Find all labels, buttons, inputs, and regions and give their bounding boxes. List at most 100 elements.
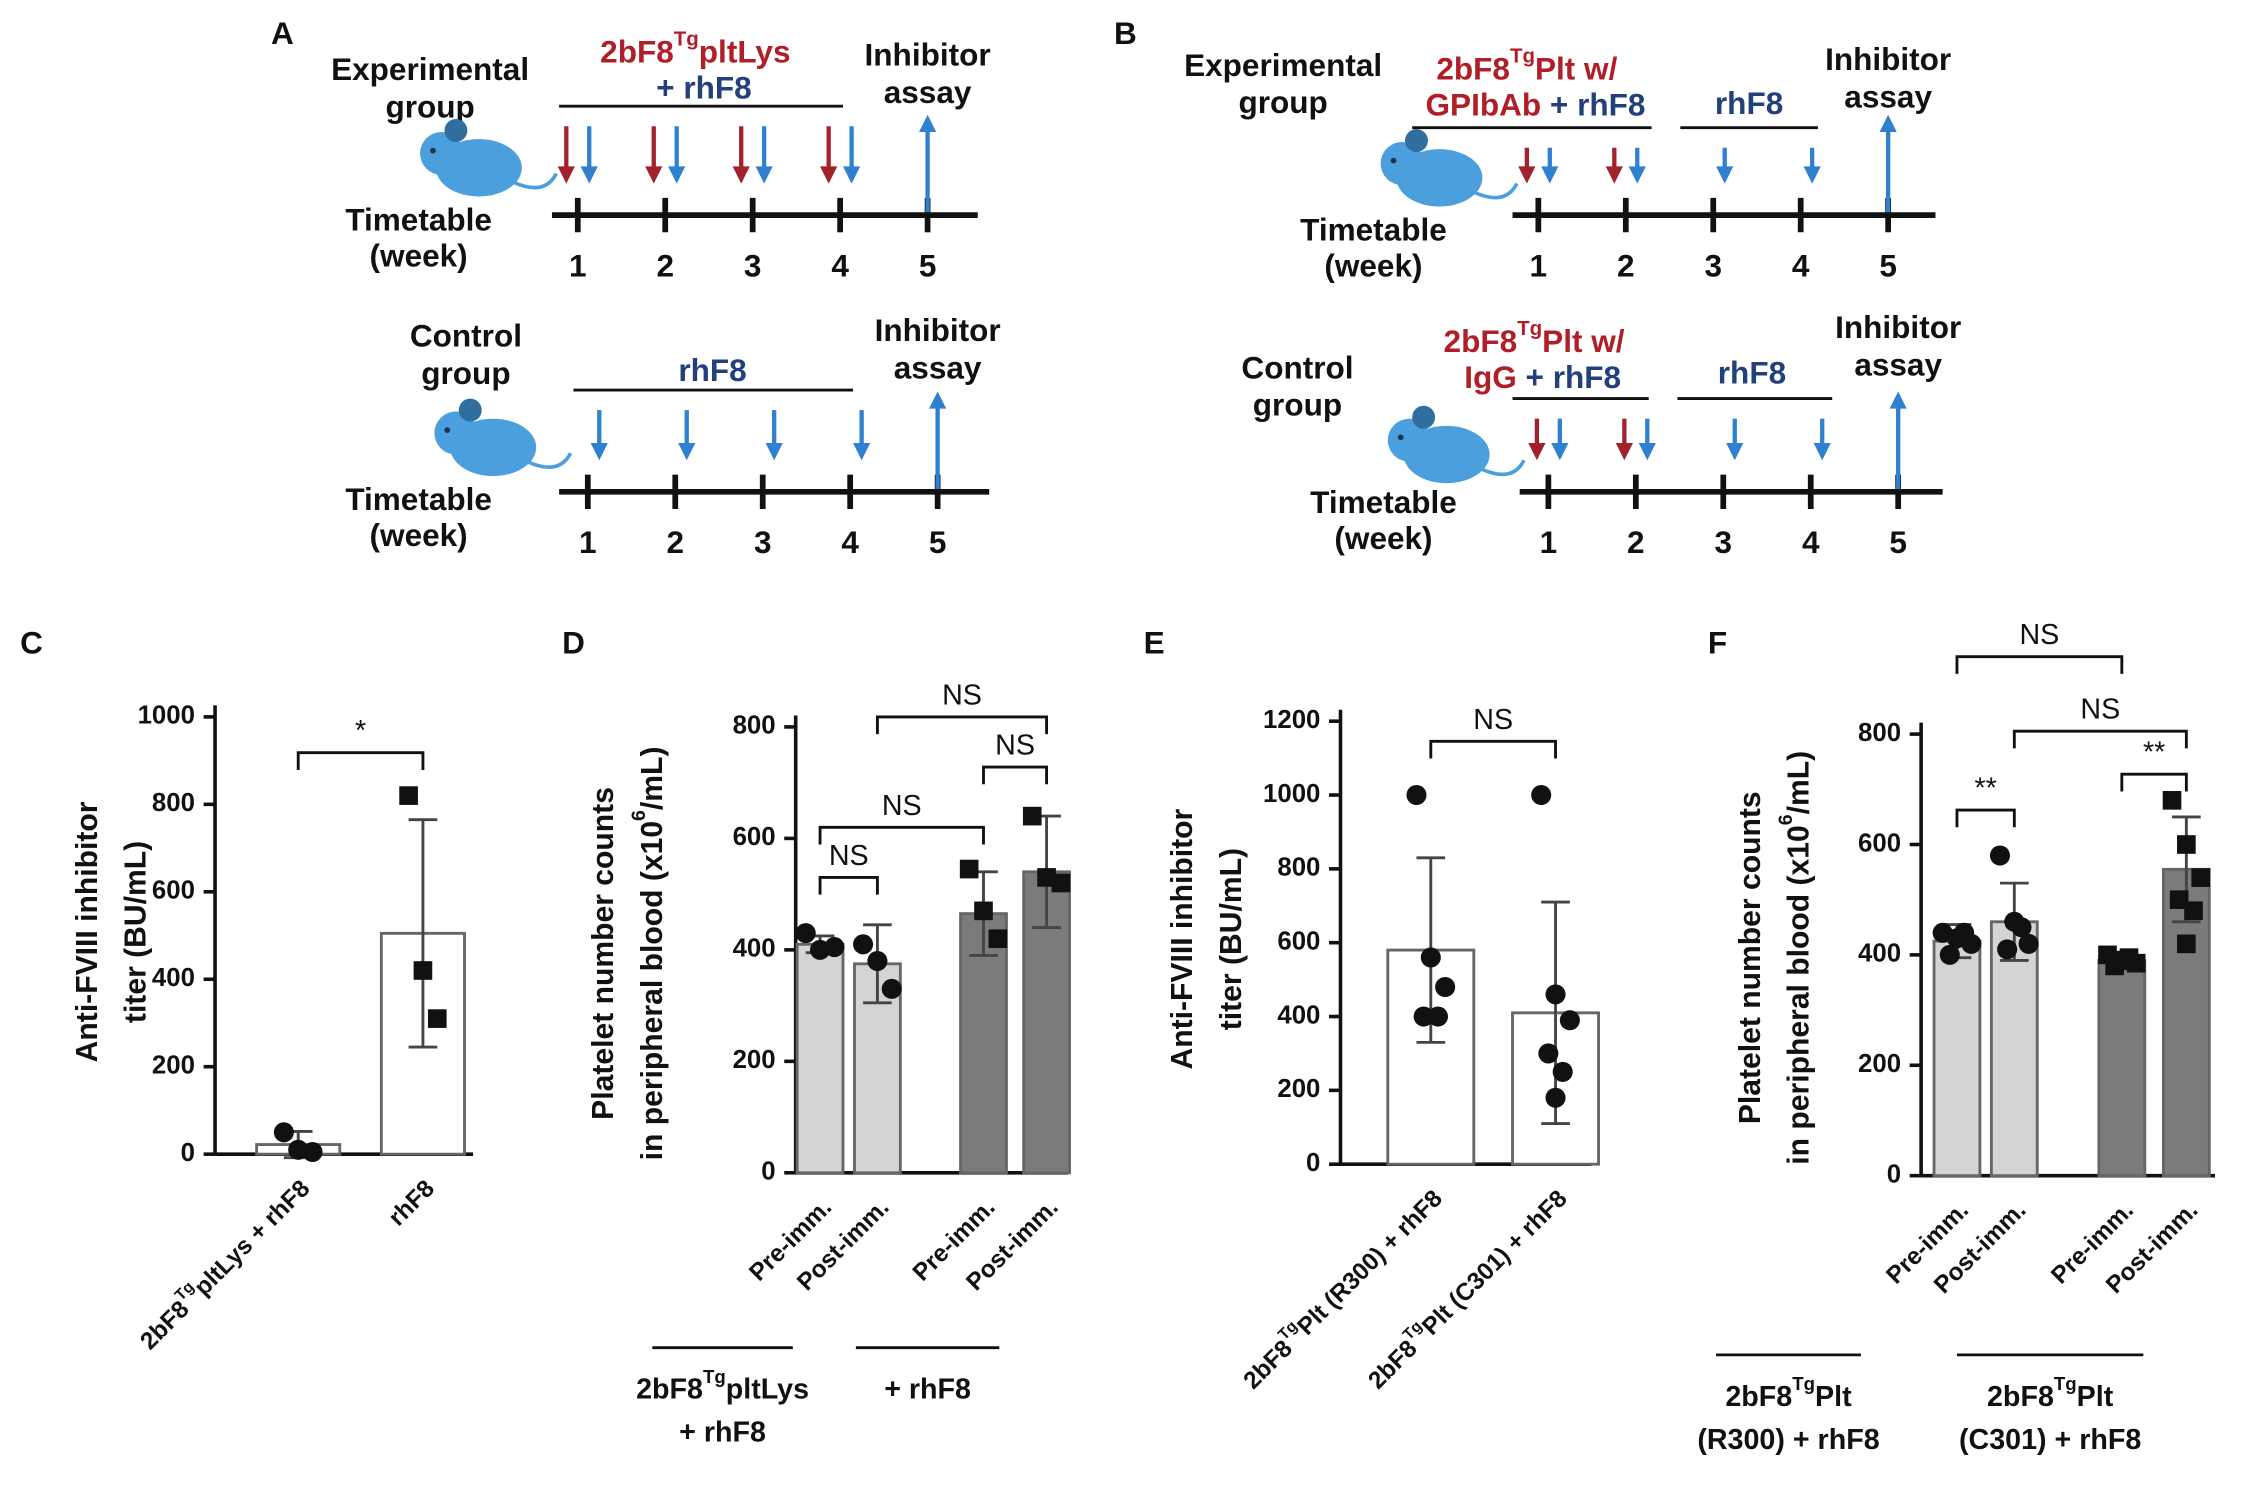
timeline-label: Timetable [1310,484,1457,520]
week-number: 4 [1802,524,1820,560]
data-point [1051,873,1071,893]
x-tick-label: 2bF8TgPlt (R300) + rhF8 [1235,1182,1448,1395]
arrow-head [1528,443,1546,461]
group-label: + rhF8 [679,1416,766,1448]
arrow-head [1813,443,1831,461]
group-label: Experimental [331,51,529,87]
treatment-label: 2bF8TgPlt w/ [1436,45,1617,87]
bar [2097,958,2147,1178]
data-point [2105,956,2124,976]
arrow-head [1615,443,1633,461]
text-run: 2bF8 [1725,1380,1792,1412]
significance-bracket [982,765,1049,785]
data-point [1997,939,2018,960]
text-run: rhF8 [384,1175,440,1231]
arrow [1541,147,1559,184]
arrow [1628,147,1646,184]
bar [1989,920,2039,1178]
data-point [1559,1010,1580,1031]
data-point [1531,784,1552,806]
arrow-head [678,443,696,461]
y-tick-label: 400 [1858,940,1901,968]
text-run: GPIbAb [1426,87,1542,123]
group-label: + rhF8 [884,1373,971,1405]
arrow [820,126,838,184]
arrow [1528,418,1546,461]
treatment-label: GPIbAb + rhF8 [1426,87,1646,123]
mouse-tail [1480,459,1526,477]
arrow-head [755,166,773,184]
significance-bracket [1955,808,2016,828]
y-tick-label: 200 [152,1052,195,1080]
error-bar [408,818,438,1049]
text-run: Plt [2077,1380,2114,1412]
y-tick-label: 600 [1858,829,1901,857]
panel-label: E [1144,625,1165,661]
week-number: 2 [666,524,684,560]
arrow [1716,147,1734,184]
week-number: 5 [929,524,947,560]
group-label: (C301) + rhF8 [1959,1423,2141,1455]
significance-bracket [875,715,1049,735]
group-label: (R300) + rhF8 [1697,1423,1879,1455]
text-run: Tg [1510,45,1535,68]
assay-label: Inhibitor [865,37,991,73]
y-tick-label: 1200 [1263,706,1320,734]
arrow-head [1518,166,1536,184]
arrow [1615,418,1633,461]
week-number: 1 [569,247,587,283]
significance-bracket [296,751,425,770]
y-axis-label: Platelet number counts [1734,791,1767,1124]
arrow [1726,418,1744,461]
data-point [1406,784,1427,806]
data-point [1022,806,1042,826]
mouse-ear [444,119,468,142]
data-point [2184,901,2203,921]
text-run: 6 [628,810,650,821]
arrow-head [765,443,783,461]
arrow [1813,418,1831,461]
panel-label: A [271,15,294,51]
text-run: + rhF8 [679,1416,766,1448]
arrow [678,410,696,461]
y-axis-label: in peripheral blood (x106/mL) [1775,751,1815,1165]
arrow [732,126,750,184]
y-tick-label: 200 [1858,1050,1901,1078]
group-label: Control [1241,349,1353,385]
arrow [929,391,947,489]
text-run: Tg [1517,317,1542,340]
significance-bracket [818,876,879,895]
arrow-head [580,166,598,184]
x-tick-label: 2bF8TgpltLys + rhF8 [132,1172,316,1356]
significance-label: NS [882,790,922,822]
arrow-head [820,166,838,184]
y-tick-label: 200 [733,1046,776,1074]
group-label: group [385,88,474,124]
week-number: 3 [744,247,762,283]
mouse-tail [1473,182,1519,200]
significance-bracket [2120,772,2188,792]
week-number: 3 [1715,524,1733,560]
arrow-head [929,391,947,409]
data-point [1037,868,1056,887]
x-tick-label: 2bF8TgPlt (C301) + rhF8 [1360,1182,1573,1395]
data-point [2169,890,2189,910]
y-tick-label: 0 [181,1139,195,1167]
treatment-label: IgG + rhF8 [1464,359,1621,395]
data-point [2177,835,2196,854]
timeline-label: (week) [370,517,468,553]
text-run: Plt [1815,1380,1852,1412]
arrow [765,410,783,461]
mouse-ear [1405,129,1428,153]
treatment-label: 2bF8TgpltLys [600,28,790,70]
week-number: 3 [1704,247,1722,283]
mouse-head [1380,141,1424,185]
y-tick-label: 400 [1277,1001,1320,1029]
week-number: 1 [1530,247,1548,283]
arrow-head [645,166,663,184]
text-run: rhF8 [1718,355,1786,391]
significance-label: ** [1974,773,1996,805]
arrow [843,126,861,184]
arrow [755,126,773,184]
assay-label: Inhibitor [1835,309,1961,345]
